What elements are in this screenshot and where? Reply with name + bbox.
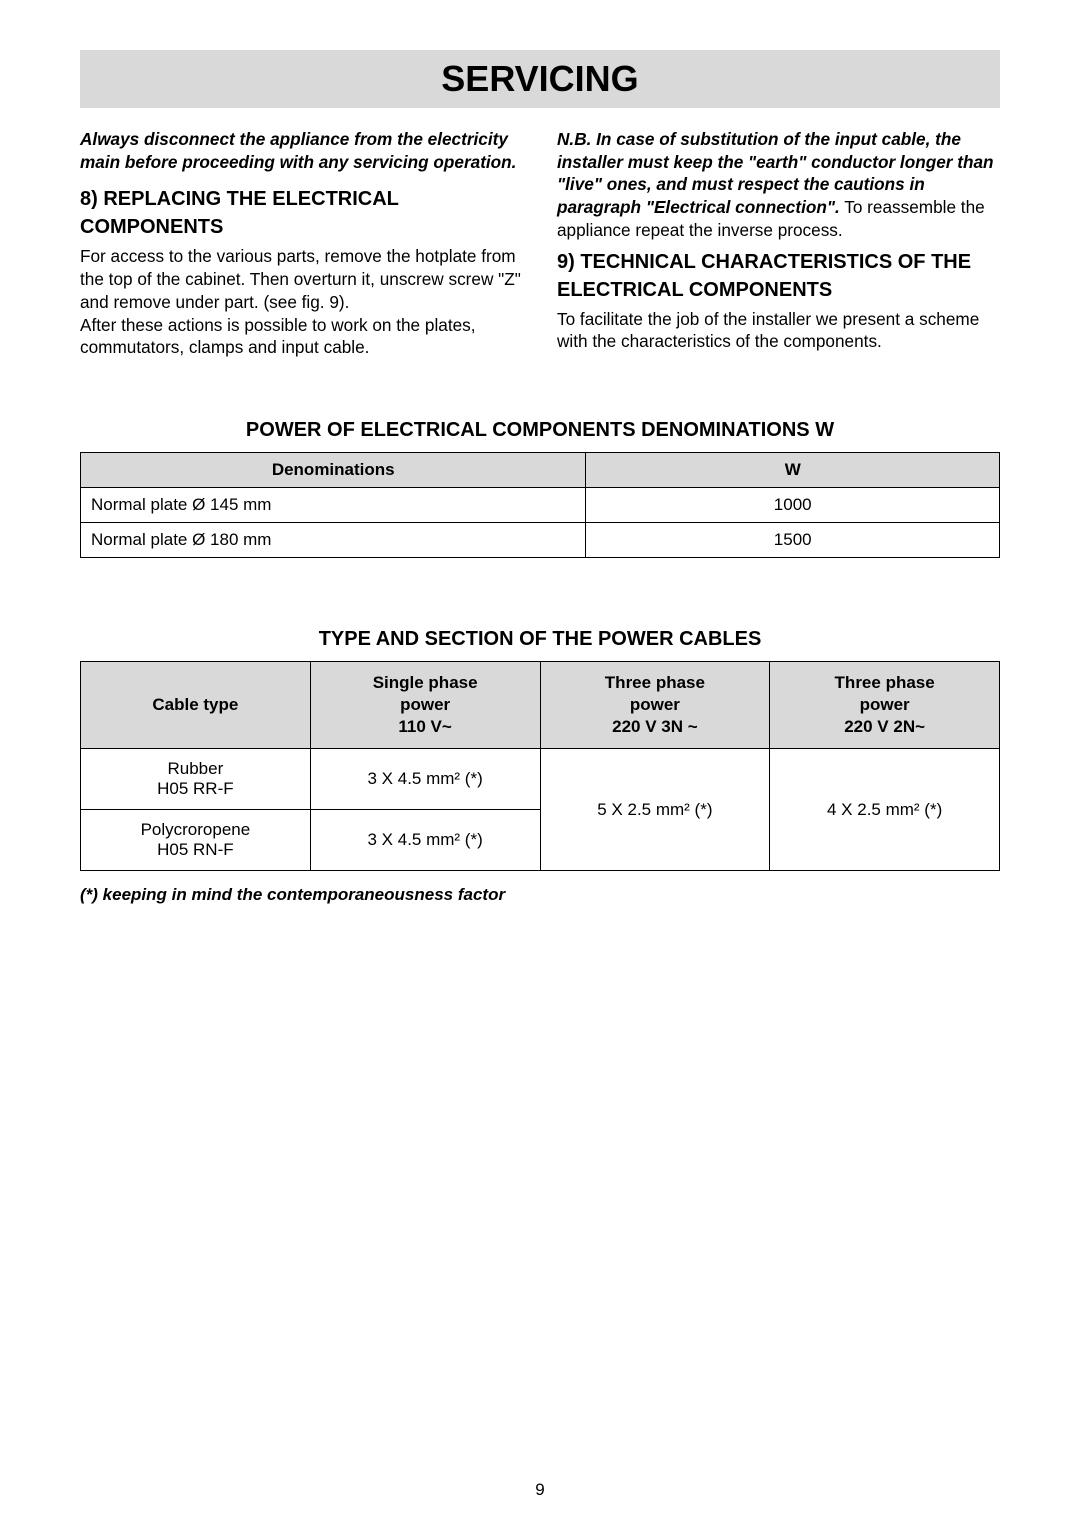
table-row: Normal plate Ø 180 mm 1500 <box>81 522 1000 557</box>
nb-paragraph: N.B. In case of substitution of the inpu… <box>557 128 1000 242</box>
section-8-body-b: After these actions is possible to work … <box>80 314 523 359</box>
header-denominations: Denominations <box>81 452 586 487</box>
table-header-row: Denominations W <box>81 452 1000 487</box>
section-9-body: To facilitate the job of the installer w… <box>557 308 1000 353</box>
table-row: Normal plate Ø 145 mm 1000 <box>81 487 1000 522</box>
page-number: 9 <box>0 1480 1080 1500</box>
header-watts: W <box>586 452 1000 487</box>
footnote: (*) keeping in mind the contemporaneousn… <box>80 885 1000 905</box>
header-single-phase: Single phasepower110 V~ <box>310 661 540 748</box>
power-table: Denominations W Normal plate Ø 145 mm 10… <box>80 452 1000 558</box>
section-8-heading: 8) REPLACING THE ELECTRICAL COMPONENTS <box>80 185 523 241</box>
table-row: RubberH05 RR-F 3 X 4.5 mm² (*) 5 X 2.5 m… <box>81 749 1000 810</box>
page-title-banner: SERVICING <box>80 50 1000 108</box>
section-8-body-a: For access to the various parts, remove … <box>80 245 523 313</box>
table-header-row: Cable type Single phasepower110 V~ Three… <box>81 661 1000 748</box>
cables-table: Cable type Single phasepower110 V~ Three… <box>80 661 1000 871</box>
left-column: Always disconnect the appliance from the… <box>80 128 523 359</box>
watt-cell: 1000 <box>586 487 1000 522</box>
right-column: N.B. In case of substitution of the inpu… <box>557 128 1000 359</box>
watt-cell: 1500 <box>586 522 1000 557</box>
cables-table-title: TYPE AND SECTION OF THE POWER CABLES <box>80 628 1000 651</box>
cable-type-cell: RubberH05 RR-F <box>81 749 311 810</box>
header-three-phase-3n: Three phasepower220 V 3N ~ <box>540 661 770 748</box>
three-phase-3n-cell: 5 X 2.5 mm² (*) <box>540 749 770 871</box>
cable-type-cell: PolycroropeneH05 RN-F <box>81 810 311 871</box>
denom-cell: Normal plate Ø 145 mm <box>81 487 586 522</box>
intro-warning: Always disconnect the appliance from the… <box>80 128 523 173</box>
section-9-heading: 9) TECHNICAL CHARACTERISTICS OF THE ELEC… <box>557 248 1000 304</box>
header-three-phase-2n: Three phasepower220 V 2N~ <box>770 661 1000 748</box>
three-phase-2n-cell: 4 X 2.5 mm² (*) <box>770 749 1000 871</box>
power-table-title: POWER OF ELECTRICAL COMPONENTS DENOMINAT… <box>80 419 1000 442</box>
single-phase-cell: 3 X 4.5 mm² (*) <box>310 749 540 810</box>
two-column-section: Always disconnect the appliance from the… <box>80 128 1000 359</box>
single-phase-cell: 3 X 4.5 mm² (*) <box>310 810 540 871</box>
denom-cell: Normal plate Ø 180 mm <box>81 522 586 557</box>
header-cable-type: Cable type <box>81 661 311 748</box>
